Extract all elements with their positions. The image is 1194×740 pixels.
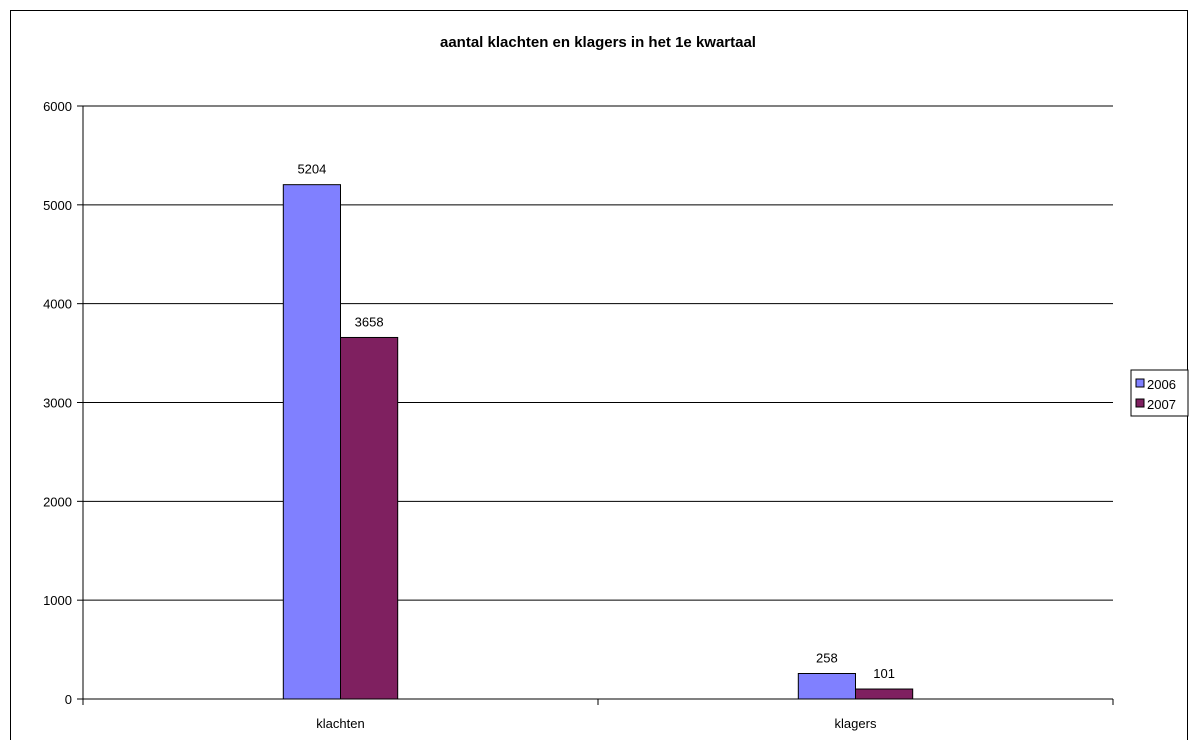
bar-2006-klachten bbox=[282, 184, 341, 700]
legend: 2006 2007 bbox=[1130, 369, 1189, 417]
y-tick-label: 0 bbox=[65, 692, 72, 707]
legend-label: 2006 bbox=[1147, 377, 1176, 392]
bar-2007-klagers bbox=[855, 688, 914, 700]
y-tick-label: 5000 bbox=[43, 198, 72, 213]
y-tick-label: 3000 bbox=[43, 396, 72, 411]
x-tick-label: klachten bbox=[316, 716, 364, 731]
legend-swatch bbox=[1135, 398, 1145, 408]
x-tick-label: klagers bbox=[835, 716, 877, 731]
legend-label: 2007 bbox=[1147, 397, 1176, 412]
y-tick-label: 1000 bbox=[43, 593, 72, 608]
y-tick-label: 4000 bbox=[43, 297, 72, 312]
chart-title: aantal klachten en klagers in het 1e kwa… bbox=[440, 34, 756, 51]
data-label: 258 bbox=[816, 651, 838, 666]
bar-2007-klachten bbox=[340, 336, 399, 700]
y-tick-label: 6000 bbox=[43, 99, 72, 114]
chart-area bbox=[10, 10, 1188, 740]
data-label: 3658 bbox=[355, 314, 384, 329]
legend-box bbox=[1130, 369, 1189, 417]
plot-area: 0 1000 2000 3000 4000 5000 6000 5204 3658 klachte… bbox=[43, 99, 1114, 731]
bar-2006-klagers bbox=[797, 673, 856, 700]
y-tick-label: 2000 bbox=[43, 494, 72, 509]
data-label: 101 bbox=[873, 666, 895, 681]
data-label: 5204 bbox=[297, 162, 326, 177]
legend-swatch bbox=[1135, 378, 1145, 388]
